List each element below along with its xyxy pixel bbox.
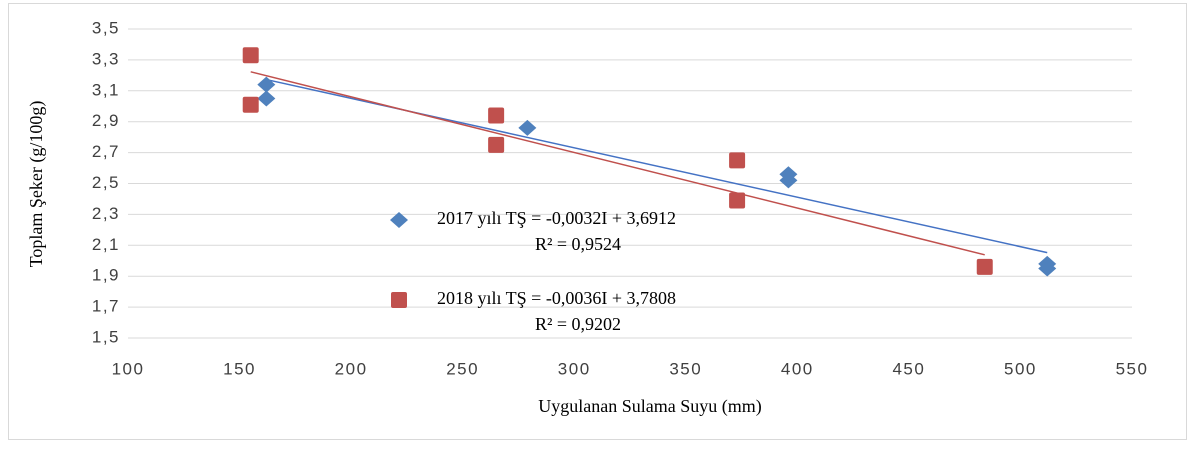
- point: [1038, 260, 1057, 277]
- point: [729, 192, 746, 209]
- x-tick-label: 450: [892, 359, 925, 378]
- point: [976, 258, 993, 275]
- point: [257, 76, 276, 93]
- y-tick-label: 2,9: [92, 111, 120, 130]
- y-tick-label: 1,7: [92, 297, 120, 316]
- r-squared-label: R² = 0,9524: [535, 234, 621, 254]
- x-tick-label: 350: [669, 359, 702, 378]
- y-tick-label: 2,3: [92, 204, 120, 223]
- point: [518, 119, 537, 136]
- y-tick-label: 3,3: [92, 49, 120, 68]
- point: [488, 107, 505, 124]
- y-tick-label: 1,5: [92, 327, 120, 346]
- legend-marker: [390, 212, 408, 228]
- x-tick-label: 100: [112, 359, 145, 378]
- chart-border: [8, 3, 1187, 440]
- point: [242, 96, 259, 113]
- r-squared-label: R² = 0,9202: [535, 314, 621, 334]
- point: [729, 152, 746, 169]
- x-axis-title: Uygulanan Sulama Suyu (mm): [538, 396, 761, 417]
- x-tick-label: 150: [223, 359, 256, 378]
- legend-label: 2017 yılı TŞ = -0,0032I + 3,6912: [437, 208, 676, 228]
- x-tick-label: 300: [558, 359, 591, 378]
- legend-marker: [391, 292, 407, 308]
- legend-label: 2018 yılı TŞ = -0,0036I + 3,7808: [437, 288, 676, 308]
- y-tick-label: 2,7: [92, 142, 120, 161]
- y-tick-label: 2,5: [92, 173, 120, 192]
- x-tick-label: 200: [335, 359, 368, 378]
- trendline: [250, 71, 985, 256]
- x-tick-label: 250: [446, 359, 479, 378]
- point: [257, 90, 276, 107]
- y-axis-title: Toplam Şeker (g/100g): [26, 101, 47, 268]
- y-tick-label: 2,1: [92, 235, 120, 254]
- x-tick-label: 550: [1116, 359, 1149, 378]
- y-tick-label: 3,1: [92, 80, 120, 99]
- point: [779, 172, 798, 189]
- point: [242, 47, 259, 64]
- x-tick-label: 500: [1004, 359, 1037, 378]
- point: [488, 136, 505, 153]
- x-tick-label: 400: [781, 359, 814, 378]
- y-tick-label: 1,9: [92, 266, 120, 285]
- y-tick-label: 3,5: [92, 18, 120, 37]
